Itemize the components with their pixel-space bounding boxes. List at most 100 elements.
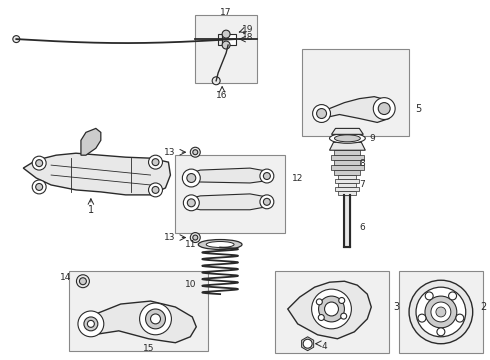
Polygon shape — [335, 160, 360, 165]
Circle shape — [317, 109, 326, 118]
Bar — [175, 155, 285, 233]
Circle shape — [87, 320, 95, 327]
Circle shape — [76, 275, 89, 288]
Circle shape — [303, 339, 312, 348]
Circle shape — [187, 199, 196, 207]
Circle shape — [148, 155, 163, 169]
Circle shape — [448, 292, 457, 300]
Circle shape — [437, 328, 445, 336]
Circle shape — [324, 302, 339, 316]
Text: 4: 4 — [321, 342, 327, 351]
Circle shape — [190, 147, 200, 157]
Circle shape — [146, 309, 166, 329]
Polygon shape — [302, 337, 314, 351]
Circle shape — [222, 41, 230, 49]
Text: 8: 8 — [359, 159, 365, 168]
Circle shape — [78, 311, 104, 337]
Circle shape — [436, 307, 446, 317]
Text: 5: 5 — [415, 104, 421, 113]
Text: 9: 9 — [369, 134, 375, 143]
Polygon shape — [335, 150, 360, 155]
Circle shape — [313, 105, 331, 122]
Polygon shape — [222, 34, 236, 45]
Text: 1: 1 — [88, 205, 94, 215]
Polygon shape — [185, 194, 272, 210]
Ellipse shape — [198, 239, 242, 249]
Circle shape — [264, 172, 270, 180]
Text: 2: 2 — [480, 302, 487, 312]
Circle shape — [318, 315, 324, 320]
Circle shape — [140, 303, 171, 335]
Circle shape — [187, 174, 196, 183]
Circle shape — [318, 296, 344, 322]
Bar — [196, 15, 257, 83]
Polygon shape — [331, 165, 365, 170]
Circle shape — [409, 280, 473, 344]
Polygon shape — [288, 281, 371, 339]
Polygon shape — [335, 170, 360, 175]
Polygon shape — [81, 129, 101, 155]
Circle shape — [317, 299, 322, 305]
Text: 6: 6 — [359, 223, 365, 232]
Circle shape — [84, 317, 98, 331]
Text: 15: 15 — [143, 344, 154, 353]
Circle shape — [32, 156, 46, 170]
Text: 13: 13 — [164, 148, 175, 157]
Polygon shape — [23, 153, 171, 195]
Text: 10: 10 — [185, 280, 196, 289]
Circle shape — [152, 159, 159, 166]
Polygon shape — [336, 179, 359, 183]
Circle shape — [212, 77, 220, 85]
Ellipse shape — [335, 135, 360, 142]
Circle shape — [182, 169, 200, 187]
Circle shape — [183, 195, 199, 211]
Circle shape — [341, 313, 347, 319]
Circle shape — [190, 233, 200, 243]
Circle shape — [79, 278, 86, 285]
Circle shape — [425, 292, 433, 300]
Circle shape — [36, 184, 43, 190]
Circle shape — [222, 30, 230, 38]
Circle shape — [36, 159, 43, 167]
Polygon shape — [329, 142, 366, 150]
Text: 11: 11 — [185, 240, 196, 249]
Polygon shape — [331, 155, 365, 160]
Circle shape — [456, 314, 464, 322]
Ellipse shape — [206, 242, 234, 247]
Text: 7: 7 — [359, 180, 365, 189]
Text: 3: 3 — [393, 302, 399, 312]
Text: 14: 14 — [60, 273, 71, 282]
Circle shape — [32, 180, 46, 194]
Bar — [399, 271, 483, 353]
Circle shape — [425, 296, 457, 328]
Bar — [275, 271, 389, 353]
Circle shape — [373, 98, 395, 120]
Text: 19: 19 — [242, 25, 253, 34]
Polygon shape — [339, 183, 356, 187]
Bar — [69, 271, 208, 351]
Polygon shape — [185, 168, 272, 183]
Polygon shape — [83, 301, 196, 343]
Circle shape — [416, 287, 466, 337]
Circle shape — [193, 235, 198, 240]
Bar — [302, 49, 409, 136]
Circle shape — [312, 289, 351, 329]
Circle shape — [339, 297, 345, 303]
Polygon shape — [339, 175, 356, 179]
Circle shape — [264, 198, 270, 205]
Text: 12: 12 — [292, 174, 303, 183]
Ellipse shape — [329, 133, 366, 143]
Polygon shape — [336, 187, 359, 191]
Circle shape — [260, 169, 274, 183]
Polygon shape — [339, 191, 356, 195]
Text: 16: 16 — [217, 91, 228, 100]
Circle shape — [13, 36, 20, 42]
Text: 17: 17 — [220, 8, 232, 17]
Circle shape — [260, 195, 274, 209]
Polygon shape — [344, 195, 350, 247]
Circle shape — [418, 314, 426, 322]
Circle shape — [148, 183, 163, 197]
Circle shape — [193, 150, 198, 155]
Polygon shape — [218, 34, 222, 45]
Circle shape — [150, 314, 161, 324]
